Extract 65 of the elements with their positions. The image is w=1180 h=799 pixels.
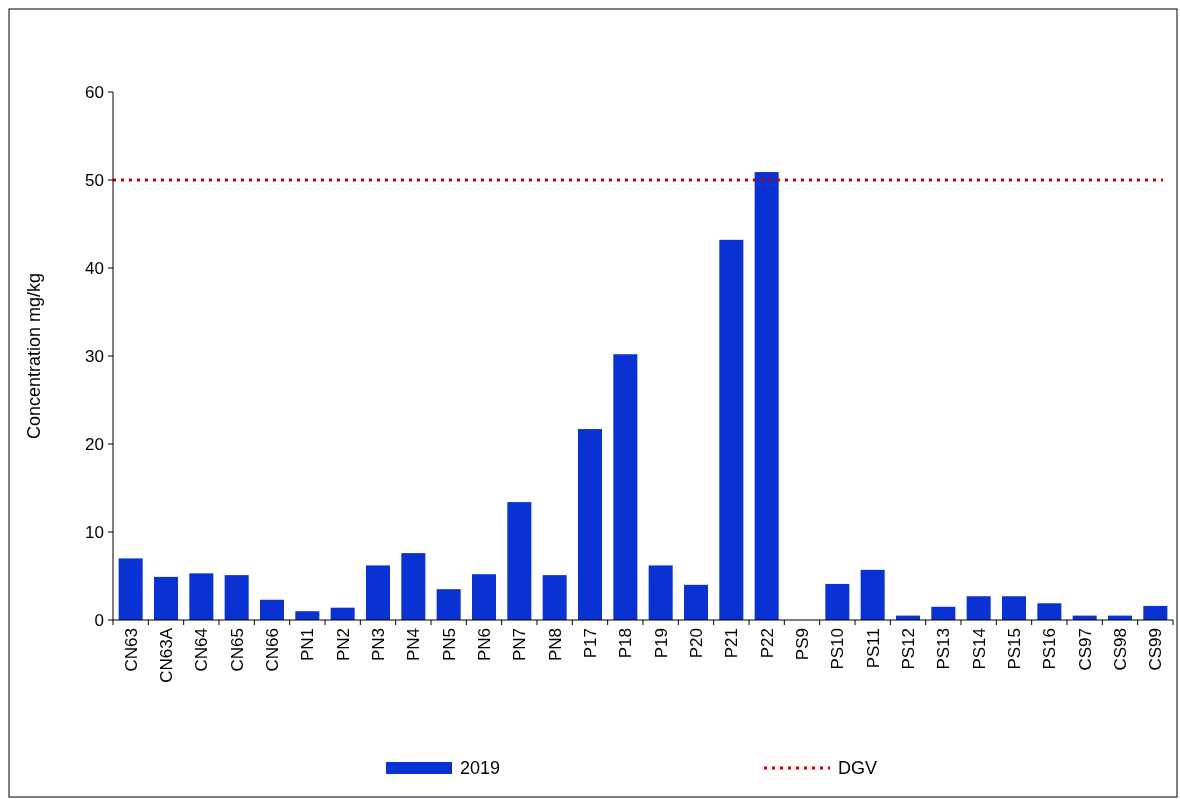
x-tick-label: PS14 [969, 628, 989, 670]
bar [542, 575, 567, 620]
bar [966, 596, 991, 620]
x-tick-label: CS99 [1146, 628, 1166, 671]
bar [118, 558, 143, 620]
x-tick-label: PN4 [404, 628, 424, 662]
x-tick-label: PN3 [368, 628, 388, 662]
bar [1037, 603, 1062, 620]
x-tick-label: P22 [757, 628, 777, 659]
x-tick-label: PS16 [1040, 628, 1060, 670]
bar [436, 589, 461, 620]
x-tick-label: PS11 [863, 628, 883, 669]
y-tick-label: 50 [85, 170, 104, 190]
y-tick-label: 30 [85, 346, 104, 366]
x-tick-label: PN6 [474, 628, 494, 662]
bar [295, 611, 320, 620]
y-axis-title: Concentration mg/kg [24, 272, 44, 440]
x-tick-label: P19 [651, 628, 671, 659]
bar [825, 583, 850, 620]
x-tick-label: PN7 [510, 628, 530, 662]
bar [153, 576, 179, 620]
x-tick-label: PN5 [439, 628, 459, 662]
x-tick-label: P18 [616, 628, 636, 659]
y-tick-label: 60 [85, 82, 104, 102]
bar [648, 565, 673, 620]
legend-label: 2019 [460, 758, 501, 779]
x-tick-label: P21 [722, 628, 742, 659]
bar [471, 574, 497, 620]
x-tick-label: PS9 [792, 628, 812, 661]
x-tick-label: PS12 [898, 628, 918, 670]
x-tick-label: CN65 [227, 628, 247, 672]
bar [189, 573, 214, 620]
x-tick-label: PN8 [545, 628, 565, 662]
x-tick-label: P20 [686, 628, 706, 659]
bar [683, 584, 709, 620]
bar [259, 599, 285, 620]
y-tick-label: 40 [85, 258, 104, 278]
bar [401, 553, 426, 620]
bar [860, 569, 885, 620]
x-tick-label: CN63A [156, 627, 176, 683]
bar [1001, 596, 1027, 620]
y-tick-label: 10 [85, 522, 104, 542]
bar [931, 606, 956, 620]
x-tick-label: P17 [580, 628, 600, 659]
x-tick-label: PS15 [1004, 628, 1024, 670]
x-tick-label: PN1 [298, 628, 318, 662]
y-tick-label: 0 [94, 610, 104, 630]
bar [613, 354, 638, 620]
bar [507, 502, 532, 620]
bar [754, 172, 779, 620]
legend-label: DGV [838, 758, 878, 779]
bar [224, 575, 249, 620]
bar [365, 565, 391, 620]
bar [577, 429, 603, 620]
y-tick-label: 20 [85, 434, 104, 454]
x-tick-label: CS97 [1075, 628, 1095, 671]
x-tick-label: CN63 [121, 628, 141, 672]
bar [719, 239, 744, 620]
x-tick-label: PS10 [828, 628, 848, 670]
x-tick-label: CN64 [192, 628, 212, 672]
x-tick-label: CN66 [262, 628, 282, 672]
x-tick-label: CS98 [1110, 628, 1130, 671]
bar [1143, 605, 1168, 620]
x-tick-label: PS13 [934, 628, 954, 670]
x-tick-label: PN2 [333, 628, 353, 662]
